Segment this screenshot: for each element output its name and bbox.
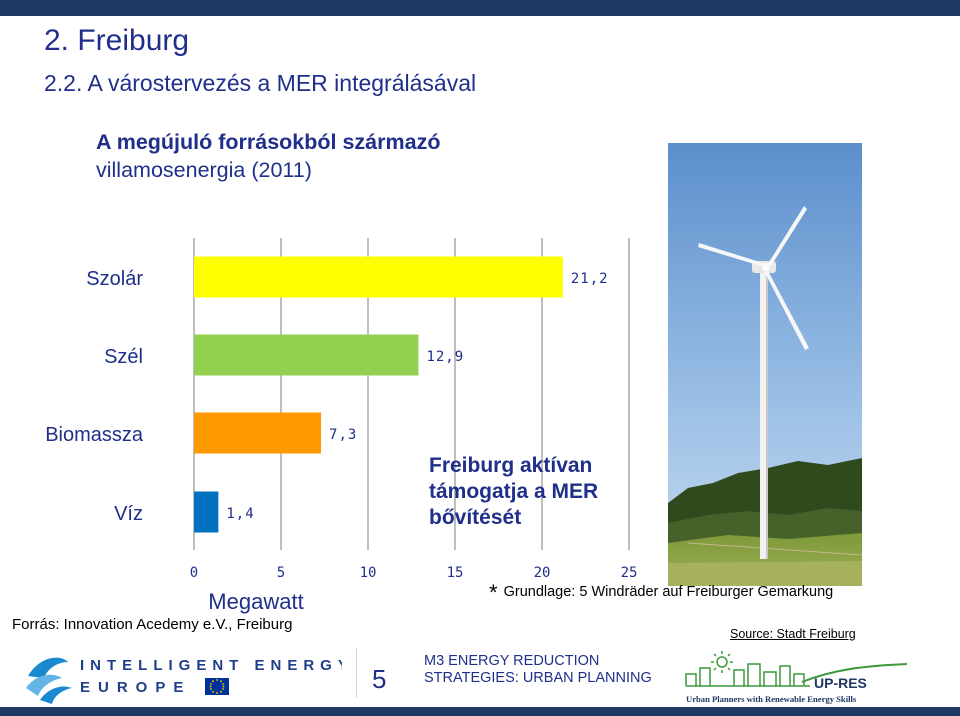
ie-logo-line2: EUROPE: [80, 679, 191, 696]
tick-label: 25: [621, 565, 638, 581]
tick-label: 15: [447, 565, 464, 581]
footnote: * Grundlage: 5 Windräder auf Freiburger …: [489, 580, 833, 606]
chart-heading: A megújuló forrásokból származó villamos…: [96, 128, 516, 184]
tick-label: 0: [190, 565, 198, 581]
footnote-text: Grundlage: 5 Windräder auf Freiburger Ge…: [503, 584, 834, 600]
data-label: 12,9: [426, 349, 464, 365]
ie-swirl-icon: [28, 657, 68, 678]
category-label: Biomassza: [45, 424, 144, 446]
source-text: Source: Stadt Freiburg: [730, 627, 856, 641]
x-axis-label: Megawatt: [208, 589, 303, 614]
eu-flag-icon: [205, 678, 229, 695]
up-res-name: UP-RES: [814, 675, 867, 691]
bar: [194, 334, 419, 376]
intelligent-energy-europe-logo: INTELLIGENT ENERGY EUROPE: [22, 648, 348, 704]
sun-icon: [711, 651, 733, 673]
category-label: Víz: [114, 503, 143, 525]
bar: [194, 412, 322, 454]
bar: [194, 491, 219, 533]
bar-chart: Szolár 21,2 Szél 12,9 Biomassza 7,3 Víz 1,4 0 5 10…: [45, 238, 638, 614]
category-label: Szolár: [86, 268, 143, 290]
chart-annotation: Freiburg aktívan: [429, 454, 592, 477]
top-bar: [0, 0, 960, 16]
tick-label: 10: [360, 565, 377, 581]
footnote-star: *: [489, 580, 498, 605]
data-label: 7,3: [329, 427, 357, 443]
up-res-logo: UP-RES Urban Planners with Renewable Ene…: [682, 648, 912, 706]
bar: [194, 256, 563, 298]
reference-text: Forrás: Innovation Acedemy e.V., Freibur…: [12, 616, 293, 633]
chart-heading-line1: A megújuló forrásokból származó: [96, 130, 441, 154]
ie-logo-line1: INTELLIGENT ENERGY: [80, 657, 342, 674]
tick-label: 5: [277, 565, 285, 581]
footer-module-title: M3 ENERGY REDUCTION STRATEGIES: URBAN PL…: [424, 653, 652, 687]
chart-annotation: bővítését: [429, 506, 521, 529]
city-skyline-icon: [685, 663, 810, 687]
tick-label: 20: [534, 565, 551, 581]
page-number: 5: [372, 664, 387, 694]
data-label: 21,2: [571, 271, 609, 287]
category-label: Szél: [104, 346, 143, 368]
data-label: 1,4: [226, 506, 254, 522]
chart-heading-line2: villamosenergia (2011): [96, 158, 312, 182]
wind-turbine-photo: [668, 143, 862, 586]
bottom-bar: [0, 707, 960, 716]
slide-title: 2. Freiburg: [44, 24, 190, 57]
footer-line2: STRATEGIES: URBAN PLANNING: [424, 670, 652, 686]
up-res-tagline: Urban Planners with Renewable Energy Ski…: [686, 694, 857, 704]
footer-divider: [356, 648, 357, 698]
slide-subtitle: 2.2. A várostervezés a MER integrálásáva…: [44, 70, 477, 96]
chart-annotation: támogatja a MER: [429, 480, 598, 503]
footer-line1: M3 ENERGY REDUCTION: [424, 653, 600, 669]
